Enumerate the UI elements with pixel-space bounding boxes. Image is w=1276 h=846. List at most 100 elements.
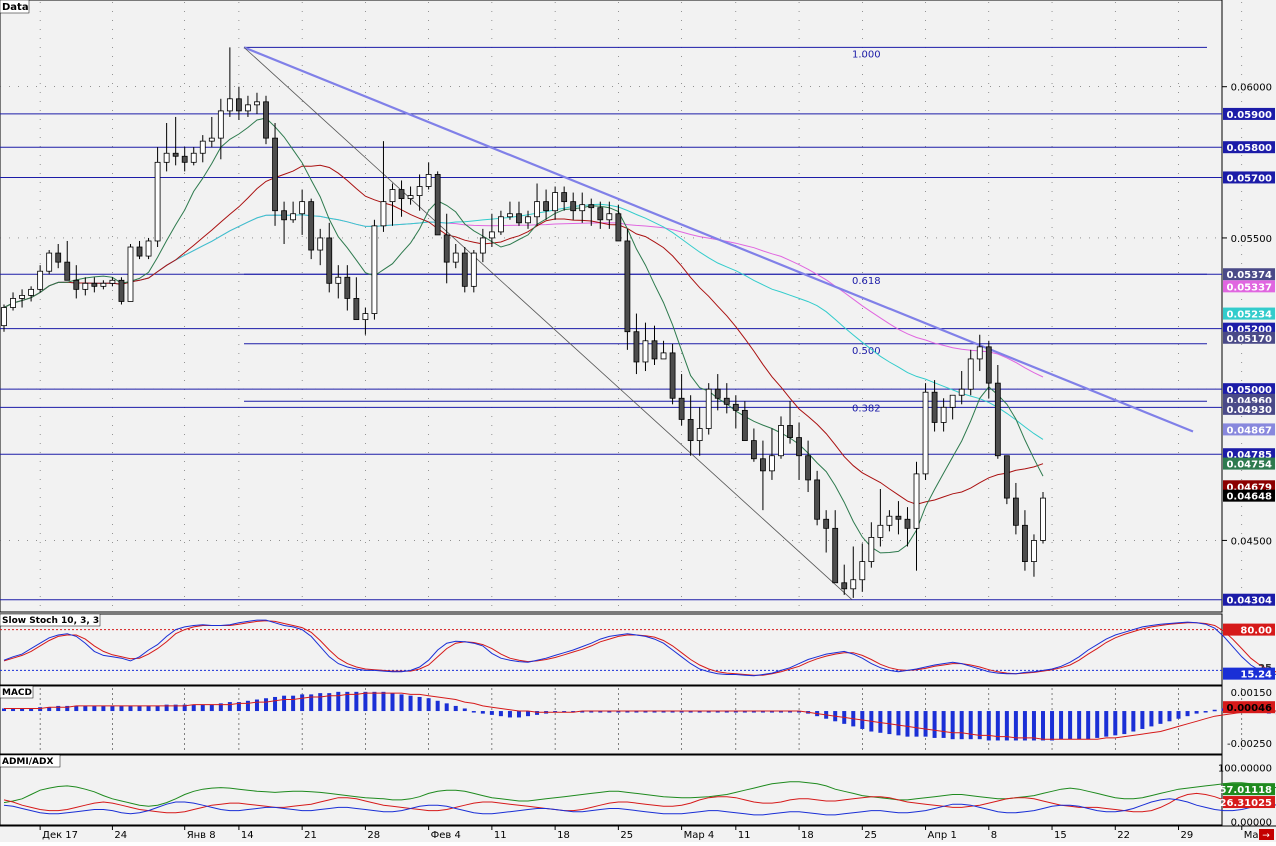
date-tick-label: 8 — [991, 830, 997, 841]
bullish-candle — [498, 217, 503, 232]
bearish-candle — [119, 280, 124, 301]
date-tick-label: 15 — [1054, 830, 1067, 841]
bearish-candle — [327, 238, 332, 283]
bullish-candle — [83, 283, 88, 289]
bearish-candle — [399, 190, 404, 199]
bullish-candle — [146, 241, 151, 256]
bullish-candle — [453, 253, 458, 262]
bearish-candle — [760, 459, 765, 471]
macd-histogram-bar — [156, 706, 160, 711]
price-tick-label: 0.05500 — [1231, 234, 1272, 245]
macd-histogram-bar — [1113, 711, 1117, 735]
macd-histogram-bar — [1050, 711, 1054, 740]
bullish-candle — [887, 516, 892, 525]
macd-histogram-bar — [1213, 710, 1217, 712]
bullish-candle — [209, 138, 214, 141]
macd-histogram-bar — [210, 705, 214, 711]
macd-histogram-bar — [499, 711, 503, 716]
macd-histogram-bar — [436, 701, 440, 711]
date-tick-label: 28 — [367, 830, 380, 841]
date-tick-label: 24 — [114, 830, 127, 841]
bearish-candle — [986, 347, 991, 383]
bullish-candle — [227, 99, 232, 111]
macd-histogram-bar — [427, 698, 431, 711]
macd-histogram-bar — [924, 711, 928, 737]
macd-histogram-bar — [56, 706, 60, 711]
bearish-candle — [1004, 456, 1009, 498]
macd-histogram-bar — [454, 706, 458, 711]
bullish-candle — [769, 456, 774, 471]
bullish-candle — [2, 308, 7, 326]
macd-histogram-bar — [110, 706, 114, 711]
macd-histogram-bar — [201, 705, 205, 711]
macd-histogram-bar — [128, 706, 132, 711]
bullish-candle — [128, 247, 133, 301]
bearish-candle — [625, 241, 630, 332]
macd-histogram-bar — [83, 706, 87, 711]
bullish-candle — [535, 202, 540, 217]
bullish-candle — [11, 298, 16, 307]
macd-histogram-bar — [192, 705, 196, 711]
dmi-badge: 57.01118 — [1219, 785, 1272, 796]
macd-histogram-bar — [1041, 711, 1045, 740]
macd-histogram-bar — [445, 703, 449, 711]
bullish-candle — [381, 202, 386, 226]
bearish-candle — [435, 174, 440, 234]
bearish-candle — [797, 438, 802, 456]
bearish-candle — [589, 205, 594, 208]
price-badge: 0.04304 — [1226, 596, 1272, 607]
bullish-candle — [860, 562, 865, 580]
macd-histogram-bar — [887, 711, 891, 734]
macd-histogram-bar — [481, 711, 485, 714]
macd-histogram-bar — [969, 711, 973, 739]
macd-histogram-bar — [1131, 711, 1135, 731]
bullish-candle — [300, 202, 305, 214]
bearish-candle — [652, 341, 657, 359]
macd-histogram-bar — [1122, 711, 1126, 734]
bearish-candle — [345, 277, 350, 298]
date-tick-label: 22 — [1117, 830, 1130, 841]
bullish-candle — [390, 190, 395, 202]
macd-badge: 0.00046 — [1226, 703, 1272, 714]
macd-histogram-bar — [409, 696, 413, 711]
bullish-candle — [923, 392, 928, 474]
bullish-candle — [489, 232, 494, 238]
macd-histogram-bar — [400, 694, 404, 711]
price-badge: 0.04867 — [1226, 425, 1272, 436]
dmi-tick-label: 0.00000 — [1231, 817, 1272, 828]
macd-histogram-bar — [1014, 711, 1018, 740]
bullish-candle — [914, 474, 919, 528]
bullish-candle — [155, 162, 160, 241]
date-tick-label: Мар 4 — [684, 830, 715, 841]
bearish-candle — [896, 516, 901, 519]
bearish-candle — [598, 208, 603, 220]
macd-histogram-bar — [1095, 711, 1099, 738]
bullish-candle — [20, 295, 25, 298]
macd-histogram-bar — [915, 711, 919, 737]
bearish-candle — [444, 235, 449, 262]
bullish-candle — [372, 226, 377, 314]
macd-histogram-bar — [472, 711, 476, 713]
date-tick-label: 18 — [801, 830, 814, 841]
price-badge: 0.05800 — [1226, 143, 1272, 154]
bearish-candle — [137, 247, 142, 256]
bullish-candle — [417, 187, 422, 196]
bullish-candle — [851, 580, 856, 589]
macd-panel-title: MACD — [2, 688, 32, 698]
bullish-candle — [363, 314, 368, 320]
bearish-candle — [182, 156, 187, 162]
macd-tick-label: 0.00150 — [1231, 688, 1272, 699]
bullish-candle — [200, 141, 205, 153]
bearish-candle — [516, 214, 521, 223]
bearish-candle — [65, 262, 70, 280]
macd-histogram-bar — [1140, 711, 1144, 729]
macd-histogram-bar — [318, 693, 322, 711]
price-panel-title: Data — [2, 2, 29, 13]
price-badge: 0.05900 — [1226, 110, 1272, 121]
macd-histogram-bar — [300, 694, 304, 711]
bearish-candle — [309, 202, 314, 250]
date-tick-label: 25 — [864, 830, 877, 841]
macd-histogram-bar — [101, 706, 105, 711]
bearish-candle — [688, 419, 693, 440]
